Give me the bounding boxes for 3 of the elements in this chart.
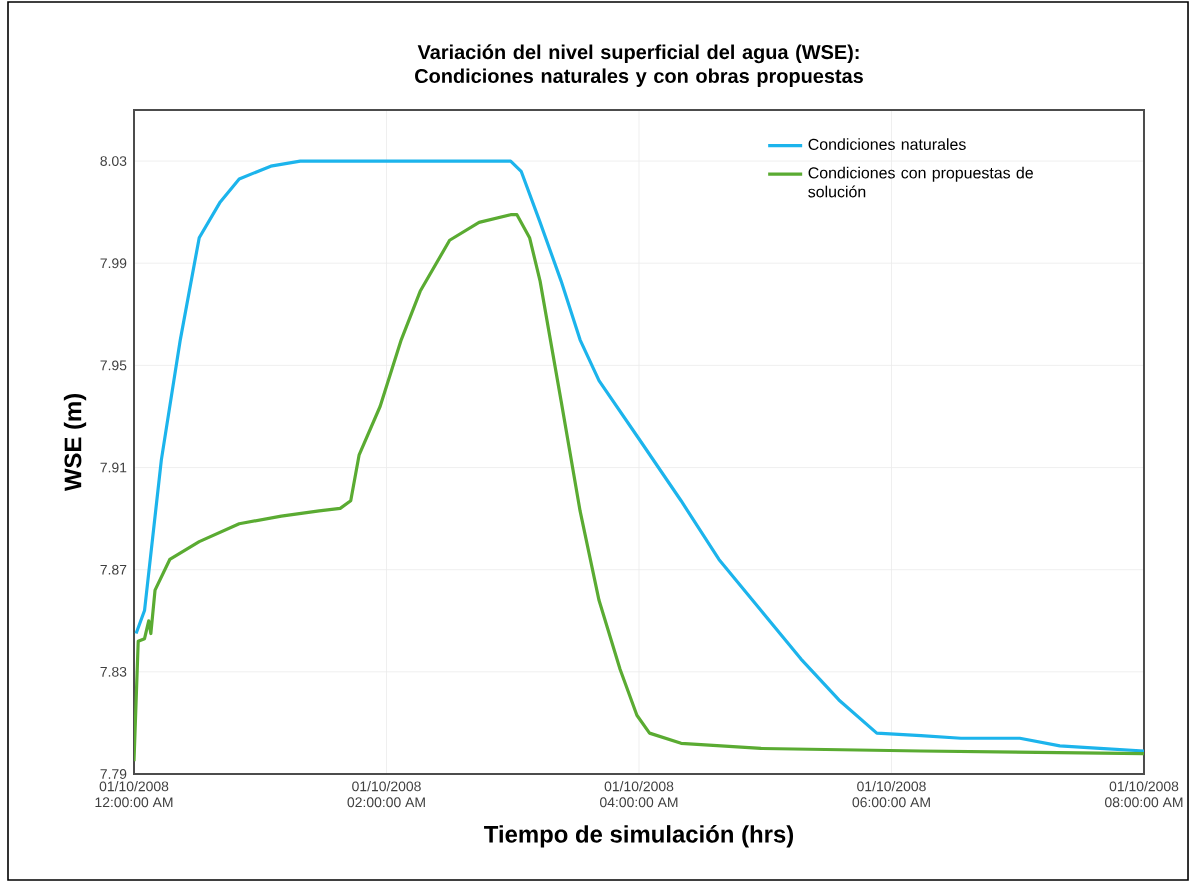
y-axis-title: WSE (m) (63, 394, 87, 492)
x-axis-title: Tiempo de simulación (hrs) (484, 824, 794, 848)
chart-title: Variación del nivel superficial del agua (WSE): Condiciones naturales y con obras propuestas (415, 44, 863, 87)
